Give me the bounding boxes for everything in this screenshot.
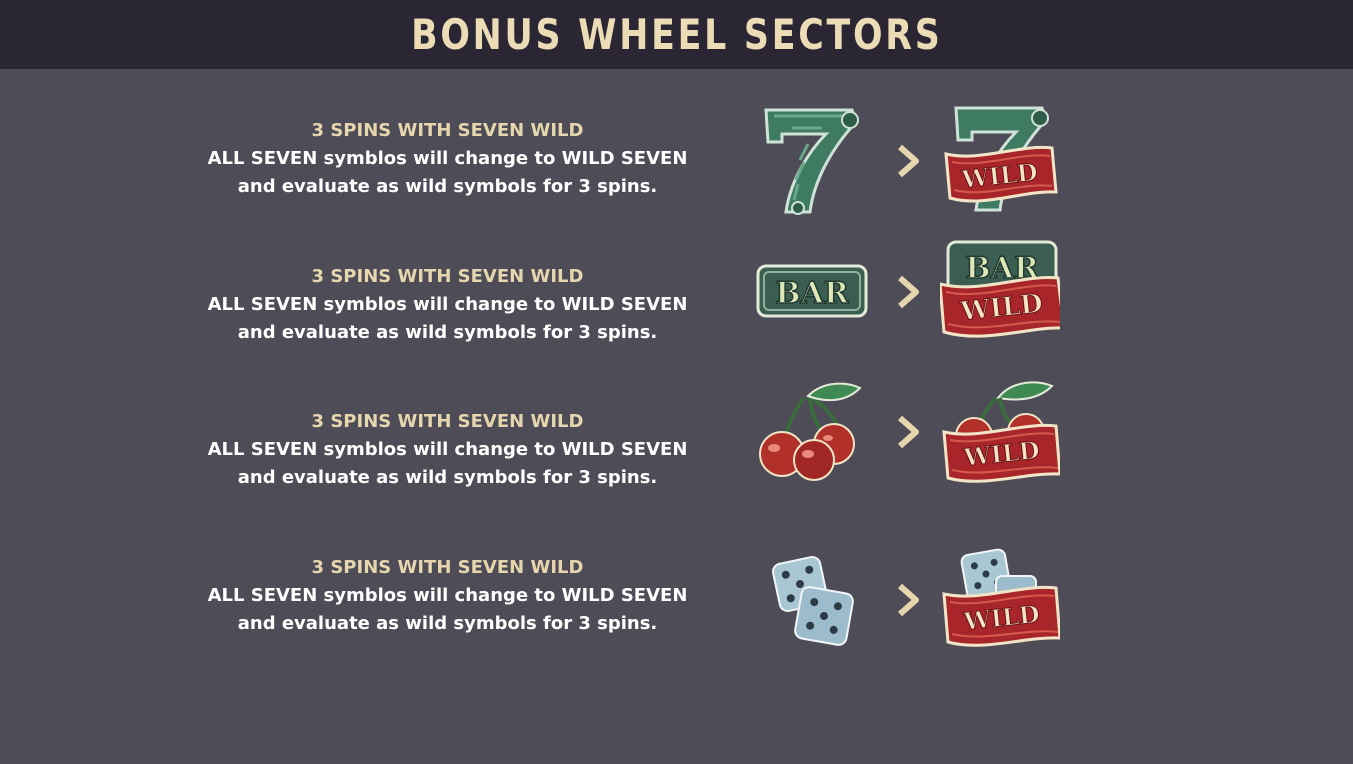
sector-row-bar: 3 SPINS WITH SEVEN WILD ALL SEVEN symblo… — [0, 263, 1353, 383]
sector-description: 3 SPINS WITH SEVEN WILD ALL SEVEN symblo… — [150, 263, 745, 347]
svg-text:WILD: WILD — [959, 157, 1038, 194]
sector-description: 3 SPINS WITH SEVEN WILD ALL SEVEN symblo… — [150, 554, 745, 638]
wild-bar-icon: BAR WILD — [940, 232, 1060, 352]
sector-row-dice: 3 SPINS WITH SEVEN WILD ALL SEVEN symblo… — [0, 554, 1353, 674]
svg-text:WILD: WILD — [958, 289, 1044, 328]
sector-line-2: and evaluate as wild symbols for 3 spins… — [237, 613, 658, 634]
seven-icon — [752, 100, 872, 220]
sector-line-1: ALL SEVEN symblos will change to WILD SE… — [207, 294, 688, 315]
sector-title: 3 SPINS WITH SEVEN WILD — [311, 266, 584, 287]
svg-text:BAR: BAR — [775, 276, 850, 311]
sector-line-2: and evaluate as wild symbols for 3 spins… — [237, 322, 658, 343]
wild-cherry-icon: WILD — [940, 374, 1060, 494]
arrow-right-icon — [896, 274, 922, 310]
page-title: BONUS WHEEL SECTORS — [410, 10, 943, 59]
wild-dice-icon: WILD — [940, 540, 1060, 660]
arrow-right-icon — [896, 582, 922, 618]
sector-row-cherry: 3 SPINS WITH SEVEN WILD ALL SEVEN symblo… — [0, 408, 1353, 528]
wild-seven-icon: WILD — [940, 100, 1060, 220]
sector-line-2: and evaluate as wild symbols for 3 spins… — [237, 467, 658, 488]
sector-title: 3 SPINS WITH SEVEN WILD — [311, 120, 584, 141]
header-bar: BONUS WHEEL SECTORS — [0, 0, 1353, 69]
sector-description: 3 SPINS WITH SEVEN WILD ALL SEVEN symblo… — [150, 117, 745, 201]
arrow-right-icon — [896, 143, 922, 179]
sector-line-1: ALL SEVEN symblos will change to WILD SE… — [207, 439, 688, 460]
sector-line-1: ALL SEVEN symblos will change to WILD SE… — [207, 585, 688, 606]
sector-description: 3 SPINS WITH SEVEN WILD ALL SEVEN symblo… — [150, 408, 745, 492]
dice-icon — [752, 540, 872, 660]
sector-line-1: ALL SEVEN symblos will change to WILD SE… — [207, 148, 688, 169]
sector-title: 3 SPINS WITH SEVEN WILD — [311, 411, 584, 432]
sector-line-2: and evaluate as wild symbols for 3 spins… — [237, 176, 658, 197]
sector-row-seven: 3 SPINS WITH SEVEN WILD ALL SEVEN symblo… — [0, 117, 1353, 237]
cherry-icon — [752, 374, 872, 494]
arrow-right-icon — [896, 414, 922, 450]
bar-icon: BAR — [752, 232, 872, 352]
sector-title: 3 SPINS WITH SEVEN WILD — [311, 557, 584, 578]
